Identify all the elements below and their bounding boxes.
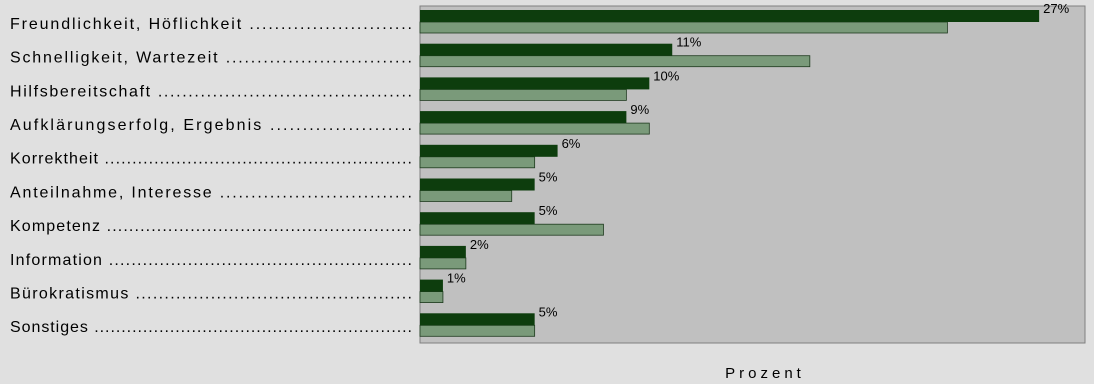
bar-series-2 bbox=[419, 55, 811, 68]
x-axis-title: Prozent bbox=[725, 365, 805, 382]
bar-series-1 bbox=[420, 279, 443, 292]
value-label: 1% bbox=[447, 271, 466, 286]
category-label: Information ............................… bbox=[10, 252, 412, 269]
bar-series-1 bbox=[420, 10, 1040, 22]
bar-series-1 bbox=[420, 144, 558, 157]
category-label: Bürokratismus ..........................… bbox=[10, 285, 412, 302]
value-label: 10% bbox=[653, 68, 679, 83]
bar-series-1 bbox=[420, 313, 535, 326]
bar-series-2 bbox=[419, 21, 948, 34]
bar-series-1 bbox=[420, 43, 673, 56]
bar-series-2 bbox=[419, 122, 650, 135]
value-label: 27% bbox=[1043, 1, 1069, 16]
category-label: Aufklärungserfolg, Ergebnis ............… bbox=[10, 117, 412, 134]
value-label: 6% bbox=[562, 136, 581, 151]
category-label: Freundlichkeit, Höflichkeit ............… bbox=[10, 16, 412, 33]
bar-series-2 bbox=[419, 257, 467, 270]
value-label: 5% bbox=[539, 304, 558, 319]
bar-series-1 bbox=[420, 245, 466, 258]
category-label: Sonstiges ..............................… bbox=[10, 319, 412, 336]
value-label: 9% bbox=[630, 102, 649, 117]
category-label: Anteilnahme, Interesse .................… bbox=[10, 184, 412, 201]
bar-series-1 bbox=[420, 77, 650, 90]
value-label: 5% bbox=[539, 203, 558, 218]
bar-series-2 bbox=[419, 190, 513, 202]
value-label: 5% bbox=[539, 170, 558, 185]
bar-series-1 bbox=[420, 111, 627, 124]
value-label: 11% bbox=[676, 35, 701, 50]
category-label: Hilfsbereitschaft ......................… bbox=[10, 83, 412, 100]
category-label: Korrektheit ............................… bbox=[10, 151, 412, 168]
category-label: Kompetenz ..............................… bbox=[10, 218, 412, 235]
bar-series-2 bbox=[419, 156, 536, 169]
bar-series-2 bbox=[419, 89, 627, 101]
value-label: 2% bbox=[470, 237, 489, 252]
bar-series-1 bbox=[420, 178, 535, 191]
bar-series-2 bbox=[419, 223, 604, 236]
bar-series-2 bbox=[419, 324, 536, 337]
category-label: Schnelligkeit, Wartezeit ...............… bbox=[10, 50, 412, 67]
bar-series-2 bbox=[419, 291, 444, 304]
bar-series-1 bbox=[420, 212, 535, 225]
